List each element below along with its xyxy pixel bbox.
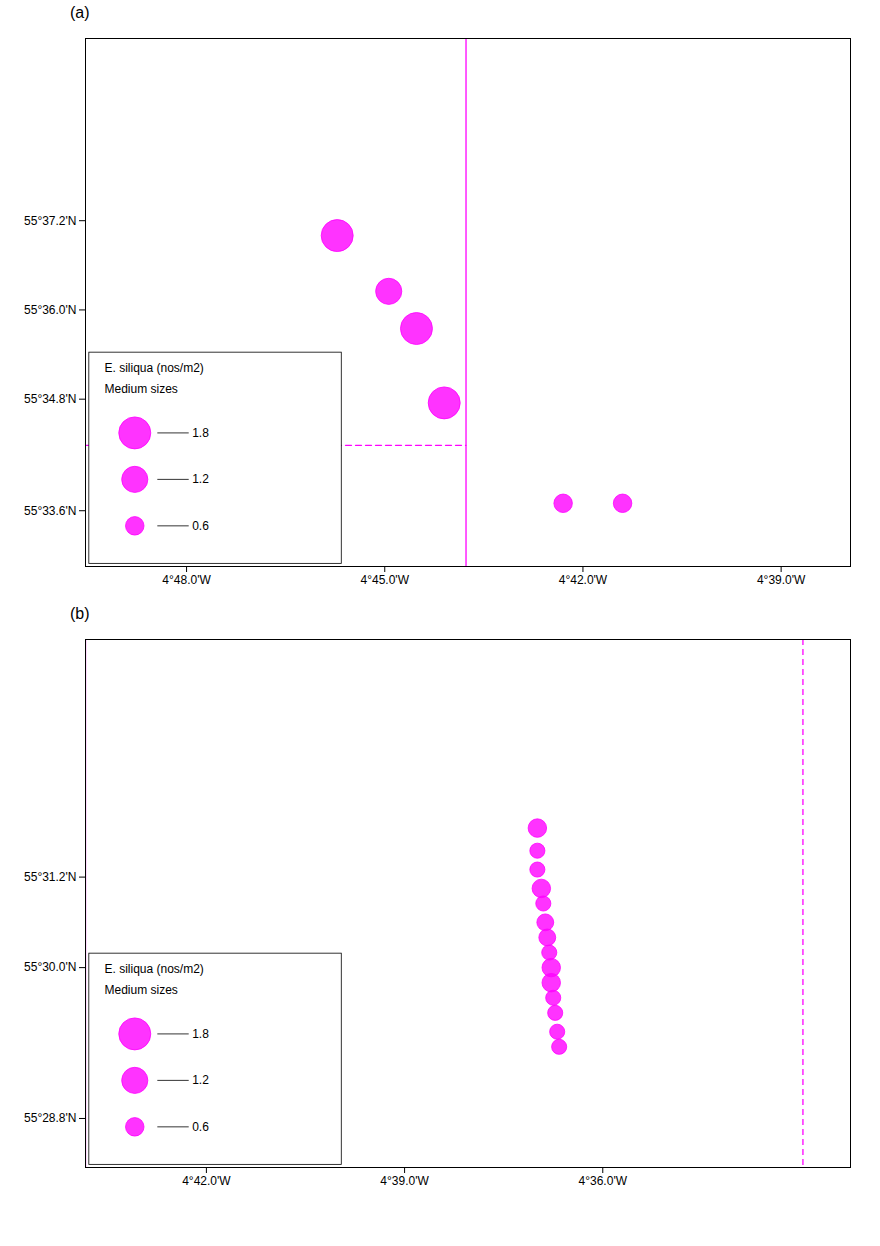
svg-text:1.8: 1.8 [192, 426, 209, 440]
svg-text:55°36.0'N: 55°36.0'N [24, 303, 76, 317]
svg-text:55°28.8'N: 55°28.8'N [24, 1111, 76, 1125]
svg-text:1.2: 1.2 [192, 472, 209, 486]
svg-text:55°30.0'N: 55°30.0'N [24, 960, 76, 974]
svg-text:4°48.0'W: 4°48.0'W [162, 573, 211, 587]
svg-text:Medium sizes: Medium sizes [104, 382, 177, 396]
svg-text:1.8: 1.8 [192, 1027, 209, 1041]
svg-text:55°33.6'N: 55°33.6'N [24, 504, 76, 518]
svg-text:55°37.2'N: 55°37.2'N [24, 214, 76, 228]
svg-text:E. siliqua (nos/m2): E. siliqua (nos/m2) [104, 361, 203, 375]
svg-text:E. siliqua (nos/m2): E. siliqua (nos/m2) [104, 962, 203, 976]
html-text:(a): (a) [70, 4, 90, 21]
svg-text:4°45.0'W: 4°45.0'W [361, 573, 410, 587]
svg-text:4°36.0'W: 4°36.0'W [579, 1174, 628, 1188]
svg-text:0.6: 0.6 [192, 1120, 209, 1134]
svg-text:4°42.0'W: 4°42.0'W [182, 1174, 231, 1188]
svg-text:1.2: 1.2 [192, 1073, 209, 1087]
svg-text:4°39.0'W: 4°39.0'W [380, 1174, 429, 1188]
svg-text:4°42.0'W: 4°42.0'W [559, 573, 608, 587]
svg-text:55°31.2'N: 55°31.2'N [24, 870, 76, 884]
html-text:(b): (b) [70, 605, 90, 622]
svg-text:0.6: 0.6 [192, 519, 209, 533]
svg-text:55°34.8'N: 55°34.8'N [24, 392, 76, 406]
svg-text:Medium sizes: Medium sizes [104, 983, 177, 997]
svg-text:4°39.0'W: 4°39.0'W [757, 573, 806, 587]
